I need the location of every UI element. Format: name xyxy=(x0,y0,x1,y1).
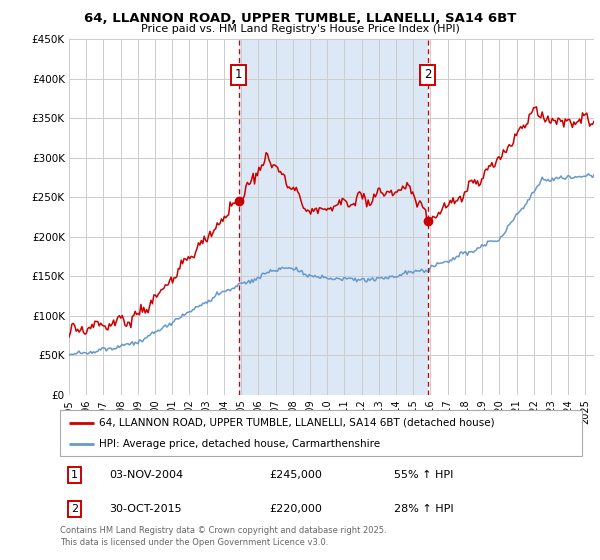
Text: £220,000: £220,000 xyxy=(269,504,322,514)
Text: 1: 1 xyxy=(71,470,78,480)
Text: 30-OCT-2015: 30-OCT-2015 xyxy=(110,504,182,514)
Text: 55% ↑ HPI: 55% ↑ HPI xyxy=(394,470,454,480)
Text: 64, LLANNON ROAD, UPPER TUMBLE, LLANELLI, SA14 6BT (detached house): 64, LLANNON ROAD, UPPER TUMBLE, LLANELLI… xyxy=(99,418,495,428)
Text: 2: 2 xyxy=(424,68,431,81)
Text: Contains HM Land Registry data © Crown copyright and database right 2025.
This d: Contains HM Land Registry data © Crown c… xyxy=(60,526,386,547)
FancyBboxPatch shape xyxy=(60,410,582,456)
Text: 2: 2 xyxy=(71,504,78,514)
Text: 1: 1 xyxy=(235,68,242,81)
Bar xyxy=(239,39,428,395)
Text: £245,000: £245,000 xyxy=(269,470,322,480)
Text: 03-NOV-2004: 03-NOV-2004 xyxy=(110,470,184,480)
Text: 64, LLANNON ROAD, UPPER TUMBLE, LLANELLI, SA14 6BT: 64, LLANNON ROAD, UPPER TUMBLE, LLANELLI… xyxy=(84,12,516,25)
Text: HPI: Average price, detached house, Carmarthenshire: HPI: Average price, detached house, Carm… xyxy=(99,439,380,449)
Text: 28% ↑ HPI: 28% ↑ HPI xyxy=(394,504,454,514)
Text: Price paid vs. HM Land Registry's House Price Index (HPI): Price paid vs. HM Land Registry's House … xyxy=(140,24,460,34)
